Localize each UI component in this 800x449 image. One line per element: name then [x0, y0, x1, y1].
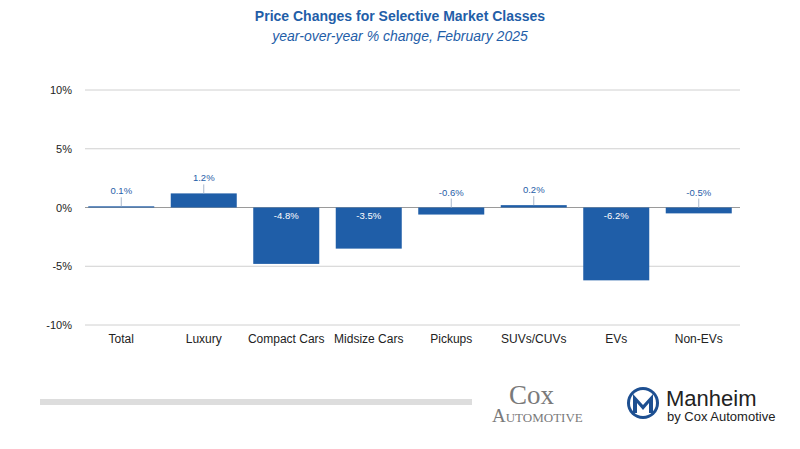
y-tick-label: 10% [50, 84, 72, 96]
grid-line [85, 90, 740, 91]
y-tick-label: -5% [52, 260, 72, 272]
data-label: -0.5% [686, 187, 711, 198]
data-label: -0.6% [439, 187, 464, 198]
x-tick-label: Luxury [186, 332, 222, 346]
manheim-icon [627, 387, 659, 419]
bar [88, 206, 154, 207]
y-tick-label: -10% [46, 319, 72, 331]
x-tick-label: Pickups [430, 332, 472, 346]
chart: Price Changes for Selective Market Class… [0, 0, 800, 449]
x-tick-label: Compact Cars [248, 332, 325, 346]
data-label: -6.2% [604, 210, 629, 221]
x-tick-label: Total [109, 332, 134, 346]
bar [501, 205, 567, 207]
x-tick-label: SUVs/CUVs [501, 332, 566, 346]
bar [253, 208, 319, 264]
data-labels: 0.1% 1.2% -4.8% -3.5% -0.6% 0.2% -6.2% -0.5% [110, 172, 711, 220]
x-tick-label: Non-EVs [675, 332, 723, 346]
logo-text: by Cox Automotive [667, 409, 775, 424]
x-tick-label: EVs [605, 332, 627, 346]
label-connector [203, 184, 204, 193]
y-tick-label: 0% [56, 202, 72, 214]
logo-text: Automotive [492, 405, 583, 426]
label-connector [451, 199, 452, 208]
bar [666, 208, 732, 214]
grid-line [85, 325, 740, 326]
subtitle: year-over-year % change, February 2025 [271, 28, 528, 44]
x-tick-label: Midsize Cars [334, 332, 403, 346]
grid-line [85, 148, 740, 149]
data-label: 1.2% [193, 172, 215, 183]
bar [583, 208, 649, 281]
bar [418, 208, 484, 215]
title: Price Changes for Selective Market Class… [255, 8, 545, 24]
label-connector [533, 196, 534, 205]
y-tick-label: 5% [56, 143, 72, 155]
bar [171, 193, 237, 207]
footer-bar [40, 399, 472, 405]
label-connector [121, 197, 122, 206]
data-label: 0.1% [110, 185, 132, 196]
logo-text: Manheim [666, 386, 756, 411]
data-label: 0.2% [523, 184, 545, 195]
bars [88, 193, 732, 280]
data-label: -3.5% [356, 210, 381, 221]
data-label: -4.8% [274, 210, 299, 221]
bar [336, 208, 402, 249]
grid [85, 90, 740, 325]
label-connector [698, 199, 699, 208]
